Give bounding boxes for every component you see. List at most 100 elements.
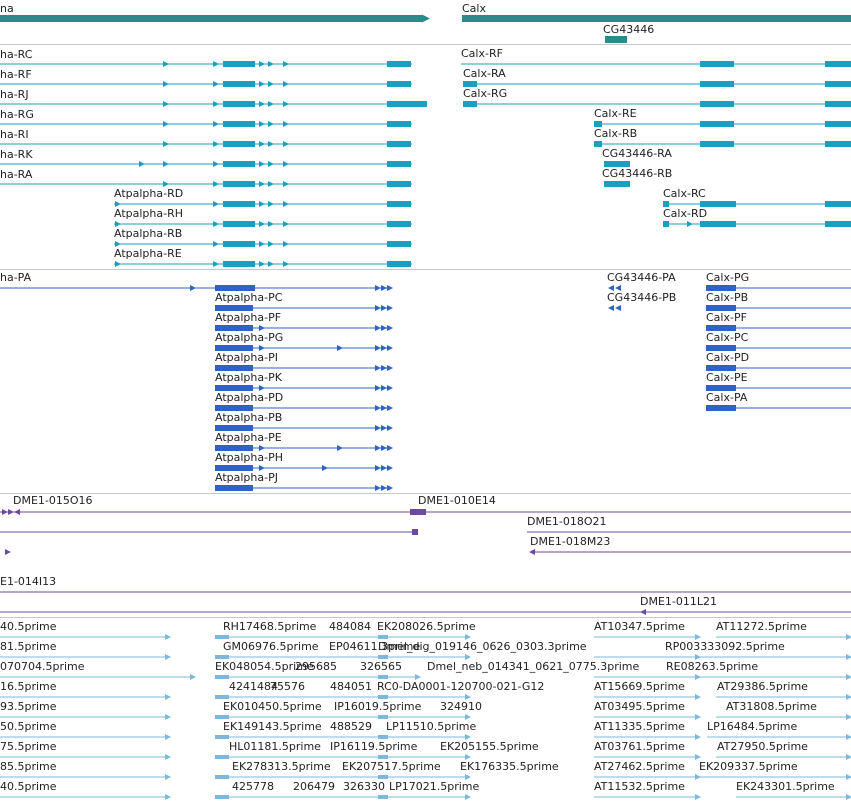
exon-box[interactable] — [215, 695, 229, 699]
gene-bar[interactable] — [462, 15, 851, 22]
exon-box[interactable] — [223, 201, 255, 207]
exon-box[interactable] — [825, 121, 851, 127]
feature-label[interactable]: 75576 — [270, 680, 305, 693]
feature-label[interactable]: 81.5prime — [0, 640, 57, 653]
feature-label[interactable]: Calx-PC — [706, 331, 749, 344]
exon-box[interactable] — [387, 141, 411, 147]
exon-box[interactable] — [378, 675, 388, 679]
feature-label[interactable]: AT27950.5prime — [717, 740, 808, 753]
feature-label[interactable]: 206479 — [293, 780, 335, 793]
feature-label[interactable]: Atpalpha-PE — [215, 431, 282, 444]
feature-label[interactable]: 75.5prime — [0, 740, 57, 753]
feature-label[interactable]: EK205155.5prime — [440, 740, 539, 753]
feature-label[interactable]: EK048054.5prime — [215, 660, 314, 673]
exon-box[interactable] — [706, 405, 736, 411]
feature-label[interactable]: 484084 — [329, 620, 371, 633]
exon-box[interactable] — [215, 755, 229, 759]
exon-box[interactable] — [215, 635, 229, 639]
exon-box[interactable] — [378, 735, 388, 739]
exon-box[interactable] — [215, 715, 229, 719]
exon-box[interactable] — [700, 201, 736, 207]
exon-box[interactable] — [215, 775, 229, 779]
feature-label[interactable]: Atpalpha-PJ — [215, 471, 278, 484]
feature-label[interactable]: IP16119.5prime — [330, 740, 418, 753]
exon-box[interactable] — [215, 385, 253, 391]
feature-label[interactable]: Calx-PA — [706, 391, 748, 404]
exon-box[interactable] — [663, 221, 669, 227]
exon-box[interactable] — [700, 101, 734, 107]
exon-box[interactable] — [387, 61, 411, 67]
feature-label[interactable]: 324910 — [440, 700, 482, 713]
exon-box[interactable] — [463, 81, 477, 87]
exon-box[interactable] — [378, 795, 388, 799]
feature-label[interactable]: Calx-PG — [706, 271, 750, 284]
exon-box[interactable] — [706, 285, 736, 291]
feature-label[interactable]: 16.5prime — [0, 680, 57, 693]
feature-label[interactable]: AT15669.5prime — [594, 680, 685, 693]
exon-box[interactable] — [223, 141, 255, 147]
exon-box[interactable] — [223, 101, 255, 107]
feature-label[interactable]: ha-RI — [0, 128, 29, 141]
feature-label[interactable]: RE08263.5prime — [666, 660, 759, 673]
feature-label[interactable]: Calx-PB — [706, 291, 749, 304]
feature-label[interactable]: ha-RA — [0, 168, 33, 181]
exon-box[interactable] — [223, 81, 255, 87]
feature-label[interactable]: RP003333092.5prime — [665, 640, 785, 653]
exon-box[interactable] — [387, 101, 427, 107]
feature-label[interactable]: CG43446 — [603, 23, 655, 36]
feature-label[interactable]: EK278313.5prime — [232, 760, 331, 773]
feature-label[interactable]: DME1-010E14 — [418, 494, 496, 507]
feature-label[interactable]: AT11532.5prime — [594, 780, 685, 793]
exon-box[interactable] — [215, 405, 253, 411]
exon-box[interactable] — [825, 221, 851, 227]
feature-label[interactable]: E1-014I13 — [0, 575, 57, 588]
feature-label[interactable]: ha-RJ — [0, 88, 29, 101]
feature-label[interactable]: 50.5prime — [0, 720, 57, 733]
exon-box[interactable] — [700, 81, 734, 87]
feature-label[interactable]: CG43446-RB — [602, 167, 673, 180]
feature-label[interactable]: EK207517.5prime — [342, 760, 441, 773]
feature-label[interactable]: Atpalpha-RD — [114, 187, 184, 200]
feature-label[interactable]: Dmel_neb_014341_0621_0775.3prime — [427, 660, 640, 673]
feature-label[interactable]: AT11272.5prime — [716, 620, 807, 633]
feature-label[interactable]: 070704.5prime — [0, 660, 85, 673]
exon-box[interactable] — [706, 385, 736, 391]
exon-box[interactable] — [387, 121, 411, 127]
feature-label[interactable]: CG43446-PA — [607, 271, 676, 284]
exon-box[interactable] — [387, 201, 411, 207]
feature-label[interactable]: Atpalpha-RH — [114, 207, 184, 220]
feature-label[interactable]: RH17468.5prime — [223, 620, 317, 633]
feature-label[interactable]: na — [0, 2, 14, 15]
exon-box[interactable] — [706, 365, 736, 371]
feature-label[interactable]: Calx-RA — [463, 67, 506, 80]
feature-label[interactable]: 326330 — [343, 780, 385, 793]
exon-box[interactable] — [378, 775, 388, 779]
feature-label[interactable]: AT10347.5prime — [594, 620, 685, 633]
exon-box[interactable] — [825, 101, 851, 107]
feature-label[interactable]: ha-PA — [0, 271, 32, 284]
exon-box[interactable] — [215, 485, 253, 491]
exon-box[interactable] — [215, 325, 253, 331]
exon-box[interactable] — [223, 181, 255, 187]
feature-label[interactable]: Atpalpha-PF — [215, 311, 282, 324]
feature-label[interactable]: EP04611.3prime — [329, 640, 421, 653]
feature-label[interactable]: IP16019.5prime — [334, 700, 422, 713]
exon-box[interactable] — [604, 181, 630, 187]
exon-box[interactable] — [378, 755, 388, 759]
feature-label[interactable]: 488529 — [330, 720, 372, 733]
exon-box[interactable] — [412, 529, 418, 535]
exon-box[interactable] — [215, 305, 253, 311]
exon-box[interactable] — [223, 121, 255, 127]
feature-label[interactable]: Atpalpha-PC — [215, 291, 283, 304]
exon-box[interactable] — [700, 141, 734, 147]
exon-box[interactable] — [223, 61, 255, 67]
feature-label[interactable]: Calx — [462, 2, 486, 15]
exon-box[interactable] — [378, 715, 388, 719]
feature-label[interactable]: Dmel_dig_019146_0626_0303.3prime — [378, 640, 587, 653]
feature-label[interactable]: Atpalpha-PG — [215, 331, 284, 344]
exon-box[interactable] — [594, 121, 602, 127]
feature-label[interactable]: Atpalpha-PD — [215, 391, 284, 404]
exon-box[interactable] — [706, 305, 736, 311]
feature-label[interactable]: Atpalpha-PI — [215, 351, 278, 364]
exon-box[interactable] — [387, 221, 411, 227]
